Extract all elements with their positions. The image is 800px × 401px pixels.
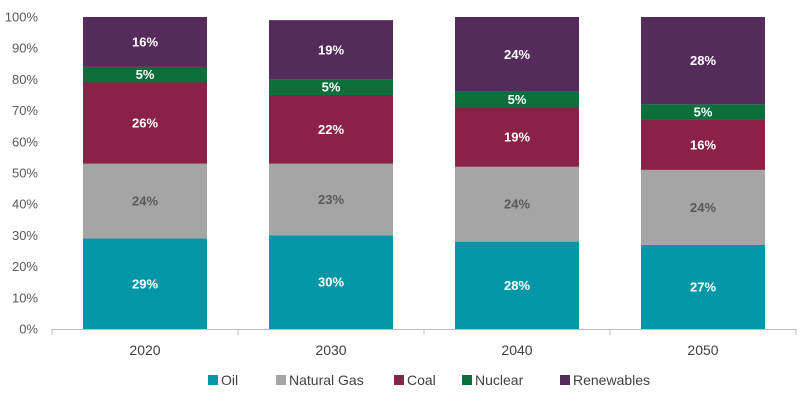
data-label: 24%	[690, 200, 716, 215]
x-tick-label: 2040	[501, 342, 532, 358]
y-tick-label: 0%	[19, 322, 38, 337]
legend-swatch	[276, 375, 286, 385]
data-label: 30%	[318, 275, 344, 290]
y-tick-label: 30%	[12, 228, 38, 243]
y-tick-label: 70%	[12, 103, 38, 118]
bar-segment-coal	[641, 119, 765, 170]
y-tick-label: 60%	[12, 134, 38, 149]
data-label: 5%	[136, 67, 155, 82]
x-tick-label: 2030	[315, 342, 346, 358]
data-label: 28%	[690, 53, 716, 68]
data-label: 16%	[132, 34, 158, 49]
legend-label: Oil	[221, 372, 238, 388]
data-label: 24%	[504, 47, 530, 62]
y-tick-label: 20%	[12, 259, 38, 274]
bar-segment-nuclear	[269, 79, 393, 95]
data-label: 22%	[318, 122, 344, 137]
data-label: 5%	[322, 80, 341, 95]
bar-segment-renewables	[269, 20, 393, 80]
bar-segment-renewables	[641, 17, 765, 105]
legend-label: Natural Gas	[289, 372, 364, 388]
data-label: 19%	[504, 130, 530, 145]
legend-label: Nuclear	[475, 372, 524, 388]
bar-segment-nuclear	[641, 104, 765, 120]
bar-segment-coal	[269, 95, 393, 164]
legend-swatch	[208, 375, 218, 385]
bar-segment-natural-gas	[269, 163, 393, 236]
data-label: 29%	[132, 276, 158, 291]
data-label: 26%	[132, 116, 158, 131]
data-label: 16%	[690, 137, 716, 152]
bar-segment-coal	[83, 82, 207, 164]
data-label: 5%	[694, 105, 713, 120]
bar-segment-coal	[455, 107, 579, 167]
bar-segment-nuclear	[83, 66, 207, 83]
data-label: 28%	[504, 278, 530, 293]
bar-segment-nuclear	[455, 91, 579, 108]
data-label: 24%	[132, 194, 158, 209]
data-label: 5%	[508, 92, 527, 107]
y-tick-label: 40%	[12, 197, 38, 212]
data-label: 19%	[318, 42, 344, 57]
y-tick-label: 80%	[12, 72, 38, 87]
bar-segment-natural-gas	[641, 169, 765, 245]
legend-swatch	[560, 375, 570, 385]
bar-segment-renewables	[83, 17, 207, 67]
bar-segment-natural-gas	[455, 166, 579, 242]
legend-label: Coal	[407, 372, 436, 388]
bar-segment-renewables	[455, 17, 579, 92]
y-tick-label: 90%	[12, 41, 38, 56]
y-tick-label: 50%	[12, 166, 38, 181]
y-tick-label: 10%	[12, 290, 38, 305]
data-label: 23%	[318, 192, 344, 207]
legend-label: Renewables	[573, 372, 650, 388]
legend-swatch	[462, 375, 472, 385]
data-label: 24%	[504, 197, 530, 212]
bar-segment-oil	[641, 244, 765, 329]
x-tick-label: 2050	[687, 342, 718, 358]
legend-swatch	[394, 375, 404, 385]
x-tick-label: 2020	[129, 342, 160, 358]
y-tick-label: 100%	[5, 10, 39, 25]
bar-segment-natural-gas	[83, 163, 207, 239]
bar-segment-oil	[455, 241, 579, 329]
bar-segment-oil	[269, 235, 393, 329]
data-label: 27%	[690, 279, 716, 294]
bar-segment-oil	[83, 238, 207, 329]
